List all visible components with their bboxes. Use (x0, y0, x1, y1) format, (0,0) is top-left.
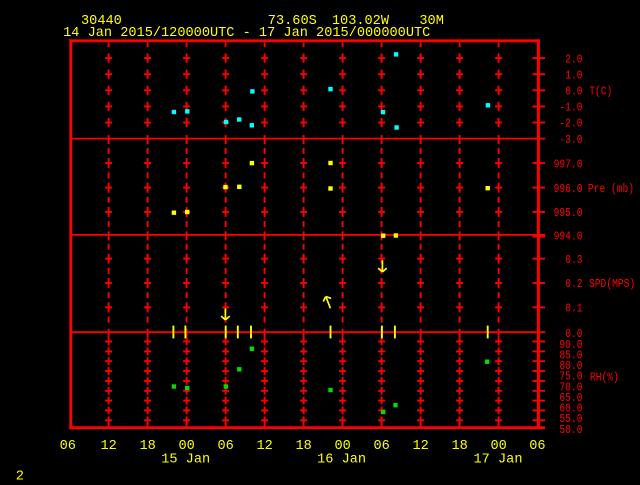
svg-text:103.02W: 103.02W (332, 13, 390, 29)
svg-text:06: 06 (217, 438, 233, 454)
svg-text:12: 12 (256, 438, 272, 454)
svg-text:-3.0: -3.0 (559, 134, 582, 147)
svg-text:70.0: 70.0 (559, 381, 582, 394)
svg-text:2.0: 2.0 (565, 53, 582, 66)
svg-text:73.60S: 73.60S (268, 13, 317, 29)
svg-text:18: 18 (139, 438, 155, 454)
svg-text:50.0: 50.0 (559, 424, 582, 437)
svg-text:65.0: 65.0 (559, 392, 582, 405)
svg-text:30M: 30M (419, 13, 444, 29)
svg-text:00: 00 (490, 438, 506, 454)
svg-text:18: 18 (451, 438, 467, 454)
svg-text:14 Jan 2015/120000UTC - 17 Jan: 14 Jan 2015/120000UTC - 17 Jan 2015/0000… (63, 25, 430, 41)
svg-text:SPD(MPS): SPD(MPS) (589, 278, 635, 291)
svg-text:15 Jan: 15 Jan (161, 451, 210, 467)
svg-text:T(C): T(C) (589, 86, 612, 99)
svg-text:0.1: 0.1 (565, 303, 582, 316)
svg-text:0.0: 0.0 (565, 328, 582, 341)
svg-text:60.0: 60.0 (559, 403, 582, 416)
svg-text:85.0: 85.0 (559, 349, 582, 362)
svg-text:06: 06 (373, 438, 389, 454)
svg-text:0.3: 0.3 (565, 254, 582, 267)
svg-text:-2.0: -2.0 (559, 118, 582, 131)
svg-text:00: 00 (178, 438, 194, 454)
svg-text:55.0: 55.0 (559, 413, 582, 426)
svg-text:16 Jan: 16 Jan (317, 451, 366, 467)
svg-text:2: 2 (16, 468, 24, 480)
svg-text:996.0: 996.0 (554, 183, 583, 196)
svg-text:18: 18 (295, 438, 311, 454)
svg-text:75.0: 75.0 (559, 371, 582, 384)
svg-text:RH(%): RH(%) (590, 371, 619, 384)
svg-text:06: 06 (529, 438, 545, 454)
svg-text:1.0: 1.0 (565, 69, 582, 82)
svg-text:995.0: 995.0 (554, 207, 583, 220)
svg-text:0.0: 0.0 (565, 86, 582, 99)
svg-text:12: 12 (412, 438, 428, 454)
svg-text:0.2: 0.2 (565, 278, 582, 291)
svg-text:30440: 30440 (81, 13, 122, 29)
svg-text:997.0: 997.0 (554, 158, 583, 171)
svg-text:90.0: 90.0 (559, 339, 582, 352)
svg-text:994.0: 994.0 (554, 231, 583, 244)
svg-text:-1.0: -1.0 (559, 102, 582, 115)
svg-text:12: 12 (100, 438, 116, 454)
svg-text:17 Jan: 17 Jan (474, 451, 523, 467)
svg-text:80.0: 80.0 (559, 360, 582, 373)
svg-text:06: 06 (60, 438, 76, 454)
svg-text:Pre (mb): Pre (mb) (588, 183, 634, 196)
svg-text:00: 00 (334, 438, 350, 454)
